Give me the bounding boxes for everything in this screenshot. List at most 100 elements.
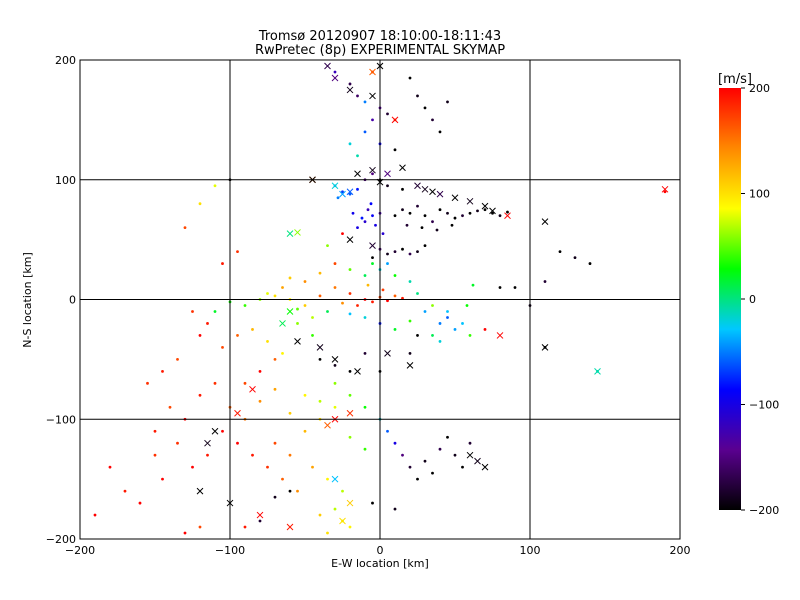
colorbar-label: [m/s]	[718, 72, 752, 87]
x-marker	[481, 202, 489, 210]
x-marker	[331, 356, 339, 363]
data-point	[408, 76, 412, 80]
x-marker	[369, 68, 376, 76]
colorbar-scale	[719, 88, 741, 510]
colorbar-tick-label: 0	[749, 293, 756, 306]
data-point	[435, 228, 439, 232]
colorbar-tick-label: 100	[749, 188, 770, 201]
data-point	[431, 471, 434, 475]
data-point	[221, 346, 224, 349]
data-point	[393, 507, 397, 511]
data-point	[416, 477, 419, 481]
data-point	[423, 106, 427, 110]
data-point	[588, 262, 592, 265]
plot-area	[93, 62, 669, 535]
data-point	[363, 447, 367, 451]
data-point	[423, 310, 427, 313]
x-marker	[496, 332, 504, 339]
data-point	[371, 172, 374, 176]
data-point	[468, 211, 472, 215]
data-point	[498, 214, 502, 218]
x-marker	[399, 164, 406, 172]
data-point	[318, 294, 322, 298]
colorbar-tick-label: −100	[749, 399, 779, 412]
data-point	[663, 190, 667, 194]
x-marker	[429, 188, 436, 196]
x-marker	[279, 320, 286, 327]
data-point	[303, 429, 307, 433]
data-point	[303, 304, 307, 307]
data-point	[348, 312, 352, 316]
x-tick-label: 100	[520, 544, 541, 557]
data-point	[213, 381, 217, 385]
data-point	[438, 340, 442, 343]
data-point	[438, 208, 442, 212]
data-point	[366, 283, 370, 287]
x-marker	[436, 190, 444, 198]
data-point	[273, 357, 277, 361]
data-point	[168, 405, 172, 409]
data-point	[341, 489, 344, 493]
data-point	[138, 501, 142, 505]
data-point	[333, 405, 337, 409]
data-point	[251, 453, 254, 457]
data-point	[573, 256, 577, 259]
data-point	[405, 223, 409, 227]
data-point	[303, 393, 307, 397]
data-point	[386, 112, 389, 116]
data-point	[333, 381, 337, 385]
x-marker	[331, 74, 339, 82]
x-marker	[331, 475, 339, 483]
data-point	[348, 292, 352, 295]
colorbar: [m/s] −200 −100 0 100 200	[718, 72, 779, 517]
data-point	[423, 244, 427, 248]
data-point	[446, 435, 449, 439]
data-point	[341, 301, 344, 305]
x-marker	[661, 185, 669, 193]
x-marker	[211, 427, 219, 435]
data-point	[348, 192, 352, 196]
x-marker	[384, 350, 391, 357]
x-marker	[339, 190, 346, 198]
data-point	[416, 292, 419, 295]
x-marker	[331, 182, 339, 190]
data-point	[236, 250, 239, 254]
data-point	[198, 393, 202, 397]
data-point	[416, 250, 419, 254]
x-marker	[316, 344, 324, 351]
data-point	[393, 441, 397, 445]
data-point	[318, 271, 322, 275]
data-point	[108, 465, 112, 469]
data-point	[266, 465, 269, 469]
data-point	[513, 286, 517, 289]
data-point	[296, 307, 299, 311]
data-point	[236, 334, 239, 337]
data-point	[498, 286, 502, 289]
data-point	[393, 294, 397, 298]
data-point	[360, 216, 364, 220]
data-point	[371, 300, 374, 304]
data-point	[371, 214, 374, 218]
data-point	[243, 381, 247, 385]
data-point	[191, 465, 194, 469]
data-point	[408, 252, 412, 256]
data-point	[416, 334, 419, 337]
data-point	[453, 328, 457, 331]
data-point	[333, 286, 337, 289]
data-point	[258, 519, 262, 523]
data-point	[288, 453, 292, 457]
data-point	[386, 252, 389, 256]
data-point	[153, 429, 157, 433]
data-point	[236, 441, 239, 445]
data-point	[356, 94, 359, 98]
data-point	[386, 262, 389, 265]
data-point	[221, 429, 224, 433]
x-marker	[294, 229, 301, 236]
x-marker	[391, 116, 399, 124]
data-point	[371, 501, 374, 505]
data-point	[381, 288, 385, 292]
x-marker	[346, 236, 354, 243]
data-point	[356, 187, 359, 191]
x-axis-label: E-W location [km]	[331, 557, 429, 570]
x-marker	[346, 409, 354, 417]
